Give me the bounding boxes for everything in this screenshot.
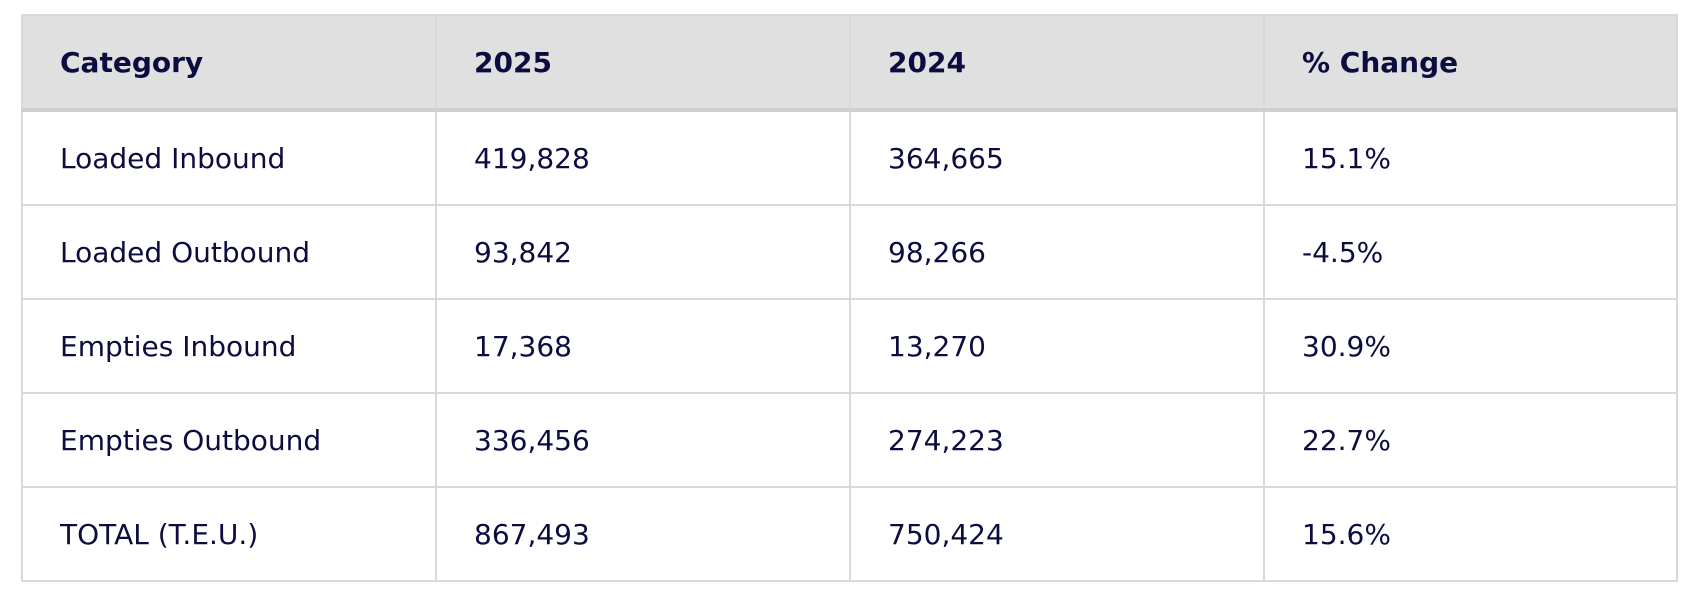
header-category: Category bbox=[21, 14, 437, 112]
cell-percent-change: 30.9% bbox=[1263, 298, 1678, 394]
cell-category: Empties Outbound bbox=[21, 392, 437, 488]
teu-table: Category 2025 2024 % Change Loaded Inbou… bbox=[21, 14, 1678, 582]
cell-2024: 274,223 bbox=[849, 392, 1265, 488]
teu-table-container: Category 2025 2024 % Change Loaded Inbou… bbox=[21, 14, 1678, 582]
cell-2025: 336,456 bbox=[435, 392, 851, 488]
cell-percent-change: -4.5% bbox=[1263, 204, 1678, 300]
table-header-row: Category 2025 2024 % Change bbox=[21, 14, 1678, 112]
cell-2024: 750,424 bbox=[849, 486, 1265, 582]
table-row: Empties Inbound 17,368 13,270 30.9% bbox=[21, 298, 1678, 394]
cell-category: Loaded Outbound bbox=[21, 204, 437, 300]
table-row: Loaded Inbound 419,828 364,665 15.1% bbox=[21, 109, 1678, 206]
cell-2025: 867,493 bbox=[435, 486, 851, 582]
header-2025: 2025 bbox=[435, 14, 851, 112]
table-row: Loaded Outbound 93,842 98,266 -4.5% bbox=[21, 204, 1678, 300]
cell-percent-change: 15.6% bbox=[1263, 486, 1678, 582]
table-row: Empties Outbound 336,456 274,223 22.7% bbox=[21, 392, 1678, 488]
cell-category: TOTAL (T.E.U.) bbox=[21, 486, 437, 582]
cell-category: Loaded Inbound bbox=[21, 109, 437, 206]
cell-category: Empties Inbound bbox=[21, 298, 437, 394]
cell-2025: 17,368 bbox=[435, 298, 851, 394]
cell-2025: 419,828 bbox=[435, 109, 851, 206]
table-row-total: TOTAL (T.E.U.) 867,493 750,424 15.6% bbox=[21, 486, 1678, 582]
cell-2024: 13,270 bbox=[849, 298, 1265, 394]
cell-percent-change: 15.1% bbox=[1263, 109, 1678, 206]
cell-2024: 364,665 bbox=[849, 109, 1265, 206]
cell-percent-change: 22.7% bbox=[1263, 392, 1678, 488]
cell-2024: 98,266 bbox=[849, 204, 1265, 300]
cell-2025: 93,842 bbox=[435, 204, 851, 300]
header-percent-change: % Change bbox=[1263, 14, 1678, 112]
header-2024: 2024 bbox=[849, 14, 1265, 112]
